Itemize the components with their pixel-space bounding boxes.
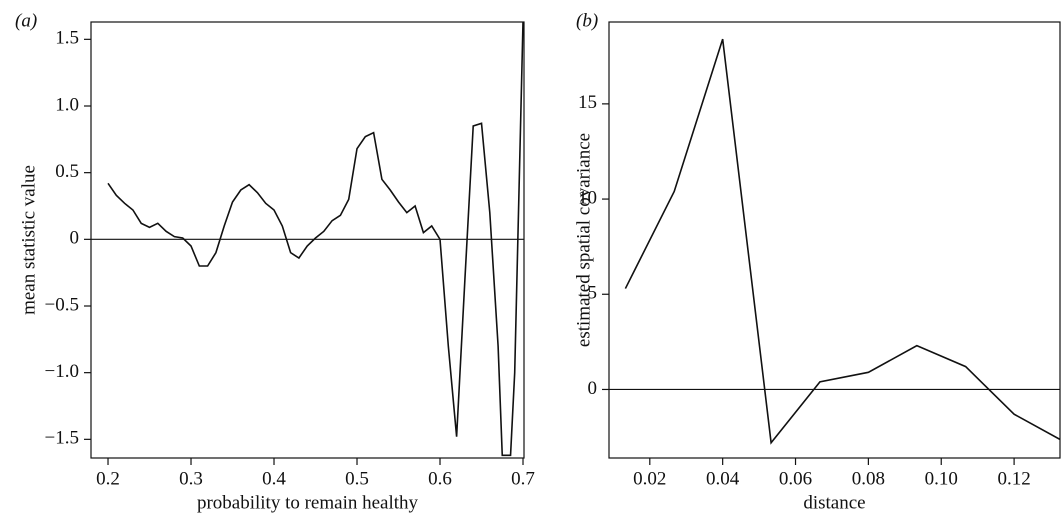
panel-label: (a) [15, 10, 37, 31]
y-tick-label: 0 [70, 228, 80, 249]
data-line [624, 38, 1060, 445]
x-tick-label: 0.7 [511, 468, 535, 489]
x-tick-label: 0.6 [428, 468, 452, 489]
y-tick-label: −0.5 [45, 294, 79, 315]
x-tick-label: 0.12 [997, 468, 1030, 489]
y-tick-label: −1.5 [45, 428, 79, 449]
x-tick-label: 0.06 [779, 468, 812, 489]
y-tick-label: 15 [578, 92, 597, 113]
data-line [107, 22, 524, 457]
x-axis-label: distance [803, 492, 865, 513]
x-tick-label: 0.08 [852, 468, 885, 489]
x-tick-label: 0.02 [633, 468, 666, 489]
y-tick-label: 5 [588, 283, 598, 304]
x-tick-label: 0.04 [706, 468, 740, 489]
x-tick-label: 0.4 [262, 468, 286, 489]
y-tick-label: 10 [578, 187, 597, 208]
y-tick-label: −1.0 [45, 361, 79, 382]
y-tick-label: 0.5 [55, 161, 79, 182]
y-tick-label: 1.5 [55, 28, 79, 49]
x-tick-label: 0.10 [925, 468, 958, 489]
x-tick-label: 0.2 [96, 468, 120, 489]
x-tick-label: 0.3 [179, 468, 203, 489]
x-tick-label: 0.5 [345, 468, 369, 489]
plot-frame [608, 21, 1061, 459]
panel-label: (b) [576, 10, 598, 31]
y-axis-label: mean statistic value [18, 165, 39, 315]
y-tick-label: 0 [588, 378, 598, 399]
plot-frame [90, 21, 525, 459]
x-axis-label: probability to remain healthy [197, 492, 419, 513]
y-axis-label: estimated spatial covariance [573, 133, 594, 347]
y-tick-label: 1.0 [55, 94, 79, 115]
